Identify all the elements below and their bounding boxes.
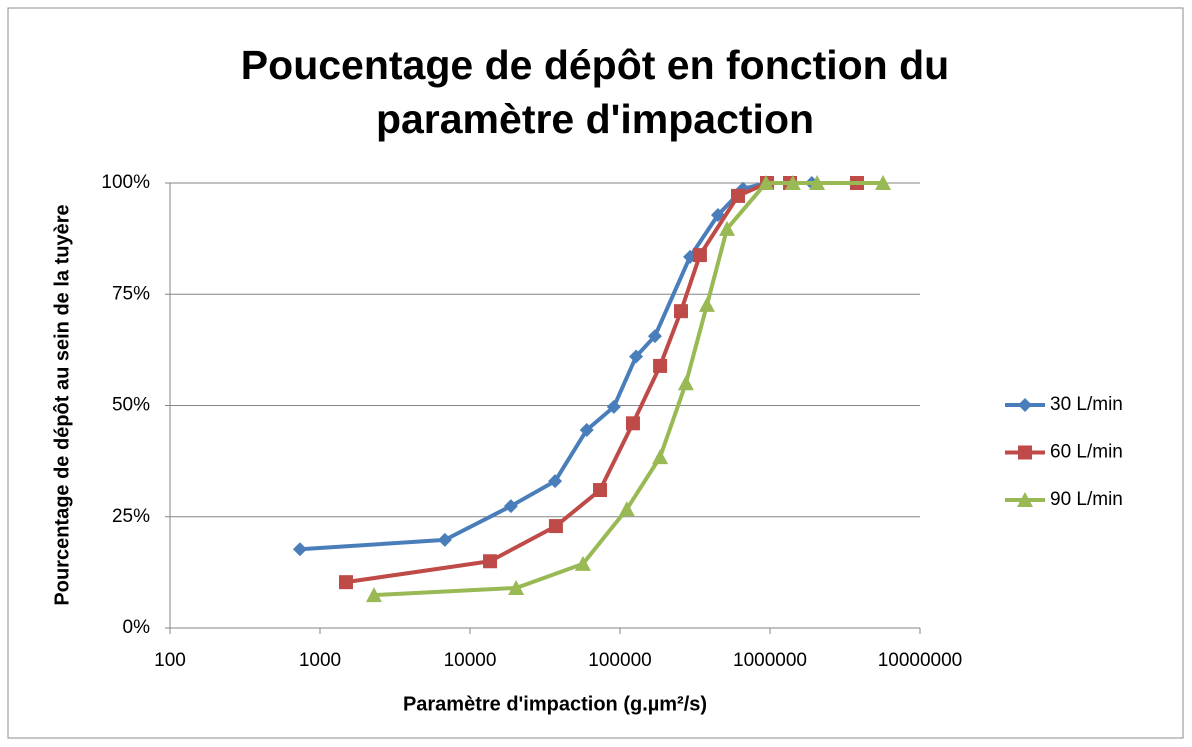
data-point — [292, 542, 307, 557]
data-point — [677, 375, 694, 391]
x-tick-label: 100000 — [588, 650, 651, 671]
data-point — [338, 575, 353, 590]
data-point — [673, 304, 688, 319]
legend-marker — [1018, 398, 1032, 412]
x-tick-label: 100 — [154, 650, 186, 671]
data-point — [809, 175, 826, 190]
data-point — [579, 422, 594, 437]
y-tick-label: 100% — [101, 172, 150, 193]
legend-marker — [1018, 445, 1032, 460]
y-tick-label: 25% — [112, 506, 150, 527]
chart-border — [7, 7, 1184, 739]
data-point — [437, 532, 452, 547]
x-tick-label: 10000000 — [878, 650, 963, 671]
data-point — [652, 449, 669, 465]
x-tick-label: 10000 — [444, 650, 497, 671]
data-point — [548, 519, 563, 534]
legend-label: 60 L/min — [1050, 442, 1123, 463]
y-tick-label: 50% — [112, 395, 150, 416]
y-tick-label: 0% — [123, 617, 151, 638]
data-point — [698, 296, 715, 312]
data-point — [625, 416, 640, 431]
data-point — [731, 188, 746, 203]
data-point — [593, 483, 608, 498]
data-point — [647, 329, 662, 344]
data-point — [483, 554, 498, 569]
data-point — [692, 248, 707, 263]
data-point — [784, 175, 801, 190]
x-tick-label: 1000 — [299, 650, 341, 671]
data-point — [365, 587, 382, 603]
x-tick-label: 1000000 — [733, 650, 807, 671]
legend-marker — [1017, 492, 1033, 507]
data-point — [653, 358, 668, 373]
data-point — [757, 175, 774, 190]
legend-label: 30 L/min — [1050, 394, 1123, 415]
data-point — [618, 501, 635, 517]
data-point — [503, 499, 518, 514]
chart-title: Poucentage de dépôt en fonction du param… — [240, 42, 950, 142]
x-axis-label: Paramètre d'impaction (g.µm²/s) — [403, 693, 707, 715]
data-point — [719, 220, 736, 236]
data-point — [629, 349, 644, 364]
legend-label: 90 L/min — [1050, 489, 1123, 510]
y-axis-label: Pourcentage de dépôt au sein de la tuyèr… — [51, 204, 73, 605]
y-tick-label: 75% — [112, 283, 150, 304]
data-point — [606, 399, 621, 414]
data-point — [508, 579, 525, 595]
data-point — [574, 555, 591, 571]
data-point — [875, 175, 892, 190]
data-point — [548, 474, 563, 489]
